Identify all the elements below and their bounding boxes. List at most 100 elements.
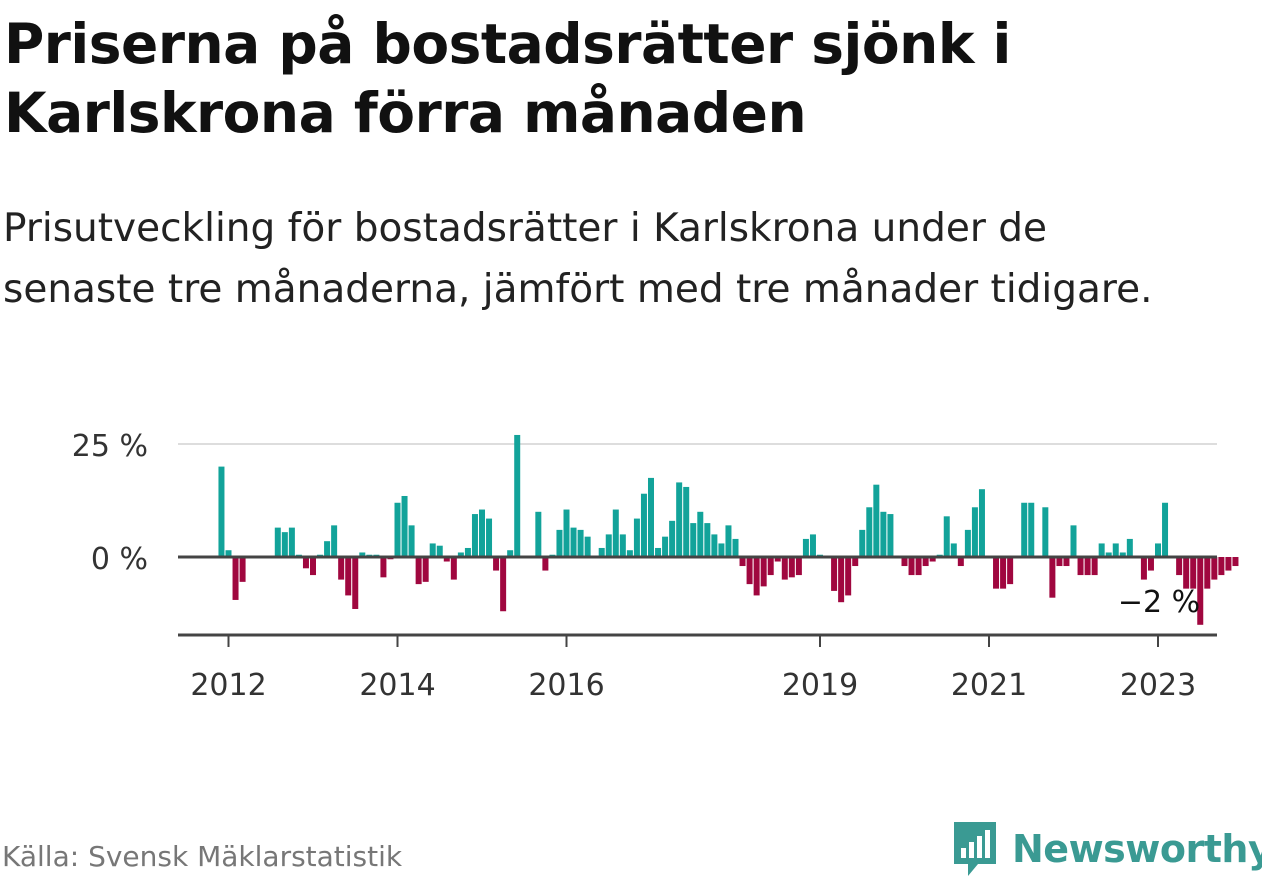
bar	[218, 466, 225, 557]
bar	[781, 557, 788, 580]
bar	[310, 557, 316, 576]
bar	[514, 434, 521, 557]
x-tick-label: 2012	[190, 668, 266, 700]
bars	[218, 434, 1239, 625]
bar	[697, 511, 704, 557]
bar	[957, 557, 964, 567]
bar	[570, 527, 577, 557]
bar	[493, 557, 500, 571]
bar	[669, 520, 676, 557]
bar	[1147, 557, 1154, 571]
bar	[380, 557, 387, 578]
brand-logo[interactable]: Newsworthy	[950, 818, 1262, 880]
bar	[225, 550, 232, 557]
bar	[584, 536, 591, 557]
chart-title: Priserna på bostadsrätter sjönk i Karlsk…	[4, 12, 1011, 145]
bar	[232, 557, 239, 600]
bar	[612, 509, 619, 557]
bar	[408, 525, 415, 557]
bar	[901, 557, 908, 567]
bar	[1063, 557, 1070, 567]
bar	[852, 557, 859, 567]
bar	[1077, 557, 1084, 576]
bar	[662, 536, 669, 557]
source-credit: Källa: Svensk Mäklarstatistik	[2, 840, 403, 873]
x-tick-label: 2016	[528, 668, 604, 700]
bar	[450, 557, 457, 580]
bar	[1056, 557, 1063, 567]
annotation-label: −2 %	[1118, 585, 1200, 620]
bar	[655, 547, 662, 557]
bar	[542, 557, 549, 571]
x-tick-label: 2023	[1120, 668, 1196, 700]
bar	[598, 547, 605, 557]
bar	[767, 557, 774, 576]
bar	[1042, 507, 1049, 557]
bar	[648, 477, 654, 557]
bar	[274, 527, 281, 557]
bar	[535, 511, 542, 557]
bar	[1098, 543, 1105, 557]
bar	[880, 511, 887, 557]
bar	[732, 538, 739, 557]
bar	[486, 518, 493, 557]
bar	[683, 486, 690, 557]
bar	[971, 507, 978, 557]
bar	[1112, 543, 1119, 557]
bar	[859, 529, 866, 557]
bar	[887, 514, 894, 557]
bar	[633, 518, 640, 557]
bar	[908, 557, 915, 576]
bar	[288, 527, 295, 557]
bar	[281, 532, 288, 557]
bar	[964, 529, 971, 557]
bar	[464, 547, 471, 557]
bar	[1084, 557, 1091, 576]
bar	[394, 502, 401, 557]
bar	[1225, 557, 1232, 571]
bar	[401, 495, 408, 557]
bar	[774, 557, 781, 562]
bar	[239, 557, 246, 582]
bar	[978, 489, 985, 557]
bar	[345, 557, 352, 596]
bar	[929, 557, 936, 562]
bar	[422, 557, 429, 582]
bar	[993, 557, 1000, 589]
bar	[577, 529, 584, 557]
bar	[1232, 557, 1239, 567]
bar	[352, 557, 359, 609]
bar	[1000, 557, 1007, 589]
bar	[324, 541, 331, 557]
bar	[415, 557, 422, 585]
bar	[471, 514, 478, 557]
bar	[690, 523, 697, 557]
bar	[1162, 502, 1169, 557]
labels: 25 % 0 % 2012 2014 2016 2019 2021 2023 −2 %	[72, 429, 1200, 700]
bar	[873, 484, 880, 557]
bar	[739, 557, 746, 567]
bar	[429, 543, 436, 557]
bar	[1119, 552, 1126, 557]
bar	[556, 529, 563, 557]
bar	[1028, 502, 1035, 557]
bar	[1218, 557, 1225, 576]
bar	[302, 557, 309, 569]
bar	[866, 507, 873, 557]
bar	[443, 557, 450, 562]
bar	[1021, 502, 1028, 557]
axes	[178, 555, 1217, 647]
x-tick-label: 2021	[951, 668, 1027, 700]
bar	[1204, 557, 1211, 589]
bar	[331, 525, 338, 557]
bar	[619, 534, 626, 557]
bar	[838, 557, 845, 603]
bar	[1183, 557, 1190, 589]
bar	[1190, 557, 1197, 589]
bar	[831, 557, 838, 591]
bar	[1197, 557, 1204, 625]
bar	[1049, 557, 1056, 598]
bar	[500, 557, 507, 612]
bar	[507, 550, 514, 557]
newsworthy-logo-icon	[954, 822, 996, 876]
